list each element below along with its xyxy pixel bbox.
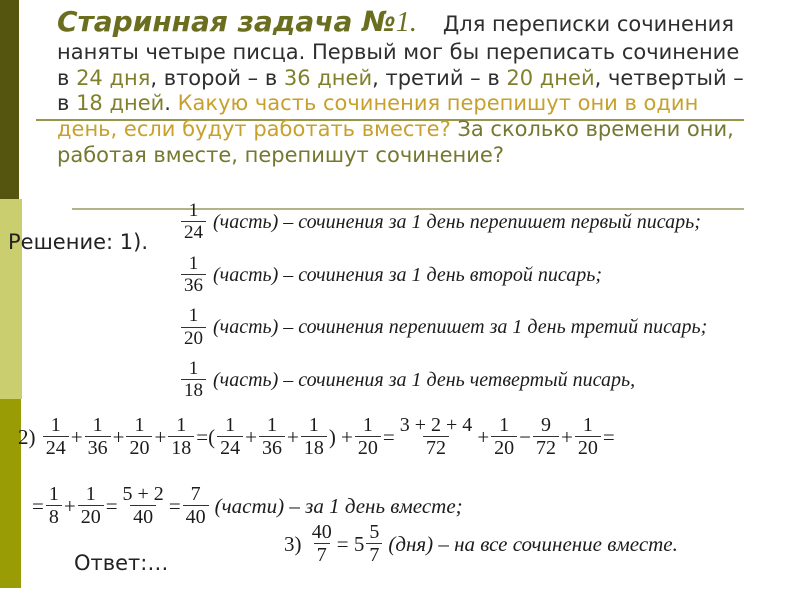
equation-text: + xyxy=(245,424,257,449)
divider-line-top xyxy=(36,119,744,121)
statement-row: 1 36 (часть) – сочинения за 1 день второй … xyxy=(181,253,707,298)
equation-step-2: 2) 1 24 +1 36 +1 20 +1 18 =(1 24 +1 36 +1 18) +1 20 = 3 … xyxy=(16,414,617,461)
equation-text: + xyxy=(154,424,167,449)
fraction: 1 24 xyxy=(181,200,206,245)
statement-row: 1 24 (часть) – сочинения за 1 день перепиш… xyxy=(181,200,707,245)
fraction: 1 20 xyxy=(491,414,518,461)
fraction: 5 + 2 40 xyxy=(122,483,164,529)
question-part-two: За сколько времени они, работая вместе, … xyxy=(57,116,734,167)
problem-sep: , третий – в xyxy=(372,65,507,90)
fraction: 1 36 xyxy=(84,414,111,461)
question-part-one: Какую часть сочинения перепишут они в од… xyxy=(57,91,699,141)
sidebar-accent-mid xyxy=(0,399,21,588)
problem-sep: , четвертый – в xyxy=(57,65,744,116)
sidebar-accent-light xyxy=(0,199,22,399)
statement-row: 1 18 (часть) – сочинения за 1 день четверт… xyxy=(181,358,707,403)
equation-text: ) + xyxy=(328,424,353,449)
days-first: 24 дня xyxy=(76,65,151,90)
equation-text: = xyxy=(382,424,395,449)
fraction: 40 7 xyxy=(311,521,332,567)
fraction: 9 72 xyxy=(533,414,559,461)
fraction: 1 20 xyxy=(354,414,381,461)
days-second: 36 дней xyxy=(283,65,373,90)
problem-lead: Для переписки сочинения наняты четыре пи… xyxy=(57,12,740,90)
equation-text: − xyxy=(519,424,531,449)
solution-label: Решение: 1). xyxy=(8,230,148,254)
fraction: 1 36 xyxy=(258,414,285,461)
fraction: 1 36 xyxy=(181,253,206,298)
equation-text: 3) xyxy=(284,531,307,556)
equation-text: = xyxy=(168,493,181,518)
slide-title: Старинная задача № xyxy=(57,5,396,38)
fraction: 1 18 xyxy=(181,358,206,403)
equation-text: 2) xyxy=(18,424,41,449)
equation-text: = 5 xyxy=(336,531,365,556)
equation-text: =( xyxy=(196,424,216,449)
fraction: 1 20 xyxy=(77,483,104,530)
fraction: 1 18 xyxy=(300,414,327,461)
problem-text: Старинная задача №1. Для переписки сочине… xyxy=(57,5,756,168)
equation-text: + xyxy=(70,424,83,449)
statement-label: (часть) – сочинения за 1 день четвертый … xyxy=(213,368,636,391)
fraction: 1 18 xyxy=(168,414,195,461)
slide-title-number: 1. xyxy=(395,7,417,38)
equation-text: + xyxy=(477,424,490,449)
statement-label: (часть) – сочинения за 1 день перепишет … xyxy=(213,210,701,233)
fraction: 1 24 xyxy=(42,414,69,461)
equation-text: + xyxy=(63,493,76,518)
divider-line-middle xyxy=(72,208,744,210)
fraction: 1 20 xyxy=(574,414,601,461)
problem-sep: , второй – в xyxy=(150,65,284,90)
equation-text: + xyxy=(112,424,125,449)
statement-label: (часть) – сочинения перепишет за 1 день … xyxy=(213,316,708,339)
fraction: 3 + 2 + 4 72 xyxy=(399,414,473,460)
equation-step-3: 3) 40 7 = 5 5 7 (дня) – на все сочинение вмес… xyxy=(282,521,680,568)
equation-text: = xyxy=(32,493,44,518)
fraction: 1 24 xyxy=(217,414,244,461)
equation-label: (дня) – на все сочинение вместе. xyxy=(388,531,678,556)
equation-text: + xyxy=(561,424,573,449)
days-fourth: 18 дней xyxy=(76,91,165,116)
problem-sep: . xyxy=(164,91,178,116)
statement-label: (часть) – сочинения за 1 день второй пис… xyxy=(213,263,603,286)
equation-label: (части) – за 1 день вместе; xyxy=(214,493,463,518)
fraction: 1 20 xyxy=(126,414,153,461)
equation-text: + xyxy=(286,424,299,449)
fraction: 1 20 xyxy=(181,305,206,350)
equation-text: = xyxy=(602,424,615,449)
statement-row: 1 20 (часть) – сочинения перепишет за 1 де… xyxy=(181,305,707,350)
fraction: 7 40 xyxy=(182,483,209,530)
answer-label: Ответ:… xyxy=(74,551,169,575)
statement-list: 1 24 (часть) – сочинения за 1 день перепиш… xyxy=(181,200,707,411)
days-third: 20 дней xyxy=(506,65,595,90)
equation-text: = xyxy=(105,493,118,518)
equation-step-2-continued: = 1 8 +1 20 = 5 + 2 40 = 7 40 (части) – за 1 день в… xyxy=(30,483,465,530)
sidebar-accent-dark xyxy=(0,0,19,199)
